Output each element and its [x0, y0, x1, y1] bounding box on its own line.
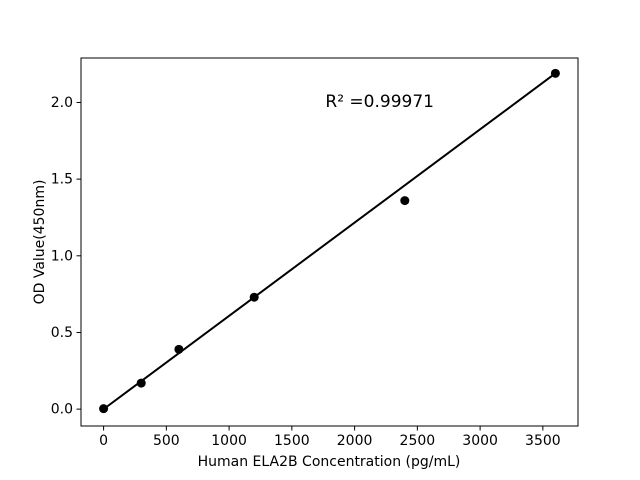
x-tick-label: 3500 — [525, 433, 561, 449]
data-point — [400, 196, 410, 206]
data-point — [99, 404, 109, 414]
x-axis-label: Human ELA2B Concentration (pg/mL) — [198, 454, 461, 470]
y-tick-label: 0.0 — [51, 402, 73, 418]
plot-frame — [80, 57, 579, 427]
x-tick-label: 2000 — [337, 433, 373, 449]
y-tick-label: 0.5 — [51, 325, 73, 341]
x-tick-label: 2500 — [400, 433, 436, 449]
x-tick-label: 500 — [153, 433, 180, 449]
data-point — [174, 344, 184, 354]
data-point — [249, 292, 259, 302]
y-axis-label: OD Value(450nm) — [32, 180, 48, 305]
r-squared-annotation: R² =0.99971 — [325, 92, 434, 112]
y-tick-label: 2.0 — [51, 95, 73, 111]
data-point — [136, 378, 146, 388]
x-tick-label: 3000 — [462, 433, 498, 449]
x-tick-label: 0 — [99, 433, 108, 449]
y-tick-label: 1.5 — [51, 172, 73, 188]
data-point — [550, 68, 560, 78]
x-tick-label: 1000 — [211, 433, 247, 449]
x-tick-label: 1500 — [274, 433, 310, 449]
plot-area: 0 500 1000 1500 2000 2500 3000 3500 0.0 0.5 1.0 1.5… — [51, 57, 579, 449]
fit-line — [102, 72, 557, 411]
y-tick-label: 1.0 — [51, 248, 73, 264]
